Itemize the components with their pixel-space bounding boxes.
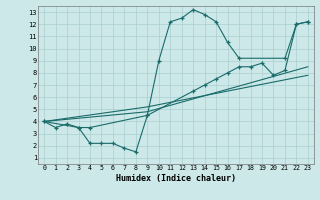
X-axis label: Humidex (Indice chaleur): Humidex (Indice chaleur) [116, 174, 236, 183]
